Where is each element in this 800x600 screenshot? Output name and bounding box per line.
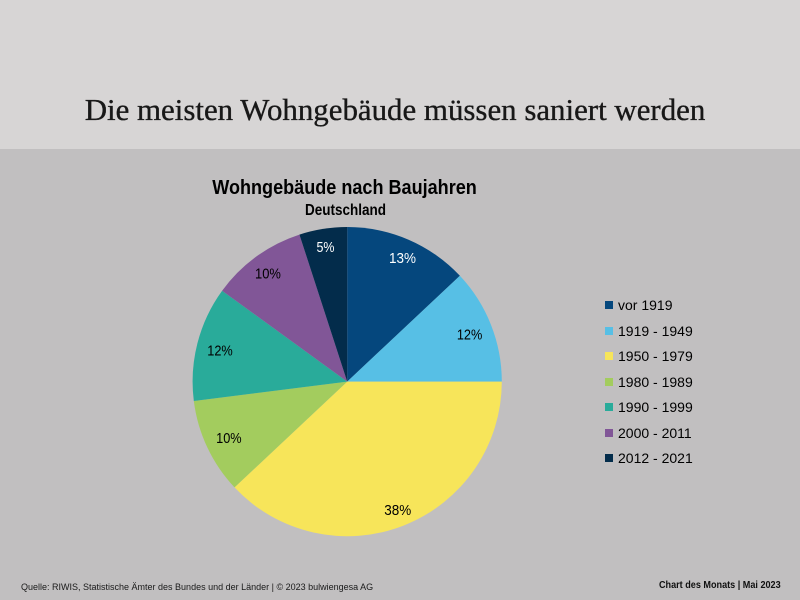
svg-text:12%: 12% [457, 326, 483, 343]
svg-text:10%: 10% [216, 430, 242, 447]
svg-text:13%: 13% [389, 250, 416, 267]
svg-text:38%: 38% [384, 502, 411, 519]
svg-text:12%: 12% [207, 342, 233, 359]
svg-text:10%: 10% [255, 265, 281, 282]
svg-text:5%: 5% [317, 239, 335, 256]
